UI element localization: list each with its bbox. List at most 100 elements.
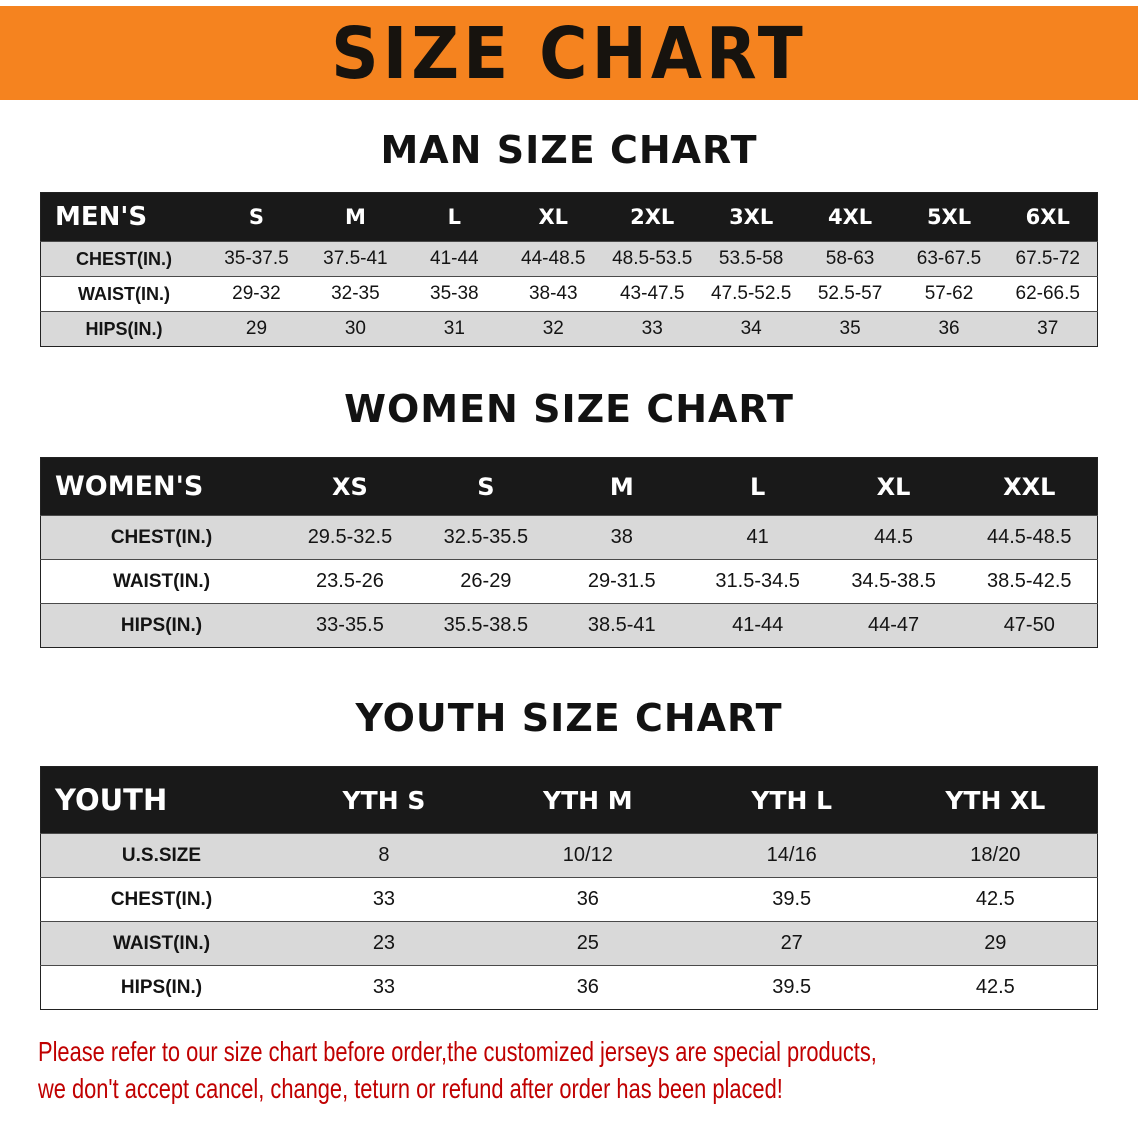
table-row: WAIST(IN.) 29-32 32-35 35-38 38-43 43-47.5 47.… bbox=[40, 276, 1098, 312]
measurement-value-cell: 14/16 bbox=[689, 833, 894, 878]
measurement-value-cell: 41 bbox=[689, 515, 826, 560]
measurement-label-cell: CHEST(IN.) bbox=[40, 877, 282, 922]
disclaimer-line-2: we don't accept cancel, change, teturn o… bbox=[38, 1073, 783, 1104]
size-column-header: 6XL bbox=[998, 192, 1098, 242]
banner: SIZE CHART bbox=[0, 6, 1138, 100]
measurement-value-cell: 34 bbox=[701, 311, 801, 347]
table-title-cell: WOMEN'S bbox=[40, 457, 282, 516]
size-column-header: YTH S bbox=[282, 766, 486, 834]
disclaimer-line-1: Please refer to our size chart before or… bbox=[38, 1036, 877, 1067]
table-header-row: MEN'S S M L XL 2XL 3XL 4XL 5XL 6XL bbox=[40, 192, 1098, 242]
size-chart-page: SIZE CHART MAN SIZE CHART MEN'S S M L XL 2XL 3… bbox=[0, 6, 1138, 1132]
measurement-value-cell: 67.5-72 bbox=[998, 241, 1098, 277]
measurement-value-cell: 18/20 bbox=[893, 833, 1098, 878]
page-title: SIZE CHART bbox=[331, 11, 807, 95]
women-size-section: WOMEN SIZE CHART WOMEN'S XS S M L XL XXL CHEST(… bbox=[0, 387, 1138, 648]
table-title-cell: YOUTH bbox=[40, 766, 282, 834]
size-column-header: XL bbox=[825, 457, 962, 516]
size-column-header: 5XL bbox=[899, 192, 999, 242]
table-row: HIPS(IN.) 33 36 39.5 42.5 bbox=[40, 965, 1098, 1010]
measurement-value-cell: 63-67.5 bbox=[899, 241, 999, 277]
measurement-value-cell: 30 bbox=[305, 311, 405, 347]
measurement-value-cell: 33 bbox=[602, 311, 702, 347]
measurement-label-cell: CHEST(IN.) bbox=[40, 241, 207, 277]
measurement-value-cell: 35-38 bbox=[404, 276, 504, 312]
men-size-table: MEN'S S M L XL 2XL 3XL 4XL 5XL 6XL CHEST(IN.) 35-37… bbox=[40, 192, 1098, 347]
measurement-value-cell: 31 bbox=[404, 311, 504, 347]
measurement-value-cell: 36 bbox=[485, 877, 690, 922]
measurement-value-cell: 35-37.5 bbox=[207, 241, 306, 277]
measurement-label-cell: CHEST(IN.) bbox=[40, 515, 282, 560]
youth-section-heading: YOUTH SIZE CHART bbox=[355, 696, 783, 740]
men-size-section: MAN SIZE CHART MEN'S S M L XL 2XL 3XL 4XL 5XL 6XL… bbox=[0, 128, 1138, 347]
measurement-value-cell: 39.5 bbox=[689, 877, 894, 922]
measurement-value-cell: 37 bbox=[998, 311, 1098, 347]
table-header-row: WOMEN'S XS S M L XL XXL bbox=[40, 457, 1098, 516]
measurement-value-cell: 29 bbox=[893, 921, 1098, 966]
size-column-header: XS bbox=[282, 457, 418, 516]
measurement-label-cell: WAIST(IN.) bbox=[40, 276, 207, 312]
measurement-value-cell: 44.5 bbox=[825, 515, 962, 560]
measurement-value-cell: 34.5-38.5 bbox=[825, 559, 962, 604]
size-column-header: L bbox=[689, 457, 826, 516]
measurement-value-cell: 29.5-32.5 bbox=[282, 515, 418, 560]
size-column-header: YTH L bbox=[689, 766, 894, 834]
measurement-value-cell: 36 bbox=[899, 311, 999, 347]
measurement-value-cell: 29-32 bbox=[207, 276, 306, 312]
measurement-value-cell: 32-35 bbox=[305, 276, 405, 312]
measurement-value-cell: 8 bbox=[282, 833, 486, 878]
size-column-header: M bbox=[305, 192, 405, 242]
measurement-value-cell: 29 bbox=[207, 311, 306, 347]
measurement-value-cell: 23.5-26 bbox=[282, 559, 418, 604]
measurement-value-cell: 44-48.5 bbox=[503, 241, 603, 277]
table-row: CHEST(IN.) 29.5-32.5 32.5-35.5 38 41 44.5 44.5… bbox=[40, 515, 1098, 560]
measurement-value-cell: 29-31.5 bbox=[553, 559, 690, 604]
measurement-label-cell: U.S.SIZE bbox=[40, 833, 282, 878]
table-row: WAIST(IN.) 23.5-26 26-29 29-31.5 31.5-34.5 34… bbox=[40, 559, 1098, 604]
size-column-header: L bbox=[404, 192, 504, 242]
table-title-cell: MEN'S bbox=[40, 192, 207, 242]
size-column-header: M bbox=[553, 457, 690, 516]
measurement-value-cell: 25 bbox=[485, 921, 690, 966]
measurement-value-cell: 37.5-41 bbox=[305, 241, 405, 277]
measurement-label-cell: HIPS(IN.) bbox=[40, 311, 207, 347]
measurement-value-cell: 42.5 bbox=[893, 877, 1098, 922]
measurement-value-cell: 23 bbox=[282, 921, 486, 966]
size-column-header: XL bbox=[503, 192, 603, 242]
measurement-value-cell: 44.5-48.5 bbox=[961, 515, 1098, 560]
measurement-value-cell: 33-35.5 bbox=[282, 603, 418, 648]
measurement-value-cell: 38-43 bbox=[503, 276, 603, 312]
size-column-header: 4XL bbox=[800, 192, 900, 242]
disclaimer: Please refer to our size chart before or… bbox=[38, 1036, 1138, 1105]
women-section-heading: WOMEN SIZE CHART bbox=[344, 387, 794, 431]
measurement-value-cell: 32 bbox=[503, 311, 603, 347]
size-column-header: YTH M bbox=[485, 766, 690, 834]
measurement-value-cell: 26-29 bbox=[417, 559, 554, 604]
size-column-header: S bbox=[417, 457, 554, 516]
measurement-value-cell: 57-62 bbox=[899, 276, 999, 312]
measurement-value-cell: 44-47 bbox=[825, 603, 962, 648]
measurement-value-cell: 48.5-53.5 bbox=[602, 241, 702, 277]
measurement-value-cell: 42.5 bbox=[893, 965, 1098, 1010]
table-row: HIPS(IN.) 33-35.5 35.5-38.5 38.5-41 41-44 44-… bbox=[40, 603, 1098, 648]
measurement-label-cell: WAIST(IN.) bbox=[40, 921, 282, 966]
measurement-value-cell: 35 bbox=[800, 311, 900, 347]
size-column-header: YTH XL bbox=[893, 766, 1098, 834]
table-row: CHEST(IN.) 33 36 39.5 42.5 bbox=[40, 877, 1098, 922]
measurement-value-cell: 38 bbox=[553, 515, 690, 560]
measurement-value-cell: 36 bbox=[485, 965, 690, 1010]
measurement-value-cell: 27 bbox=[689, 921, 894, 966]
measurement-value-cell: 47.5-52.5 bbox=[701, 276, 801, 312]
measurement-label-cell: HIPS(IN.) bbox=[40, 603, 282, 648]
measurement-value-cell: 32.5-35.5 bbox=[417, 515, 554, 560]
youth-size-section: YOUTH SIZE CHART YOUTH YTH S YTH M YTH L YTH… bbox=[0, 696, 1138, 1010]
measurement-value-cell: 52.5-57 bbox=[800, 276, 900, 312]
measurement-value-cell: 41-44 bbox=[689, 603, 826, 648]
size-column-header: S bbox=[207, 192, 306, 242]
measurement-value-cell: 35.5-38.5 bbox=[417, 603, 554, 648]
youth-size-table: YOUTH YTH S YTH M YTH L YTH XL U.S.SIZE 8 10/12… bbox=[40, 766, 1098, 1010]
women-size-table: WOMEN'S XS S M L XL XXL CHEST(IN.) 29.5-32.5 32.5… bbox=[40, 457, 1098, 648]
size-column-header: XXL bbox=[961, 457, 1098, 516]
size-column-header: 2XL bbox=[602, 192, 702, 242]
measurement-value-cell: 62-66.5 bbox=[998, 276, 1098, 312]
